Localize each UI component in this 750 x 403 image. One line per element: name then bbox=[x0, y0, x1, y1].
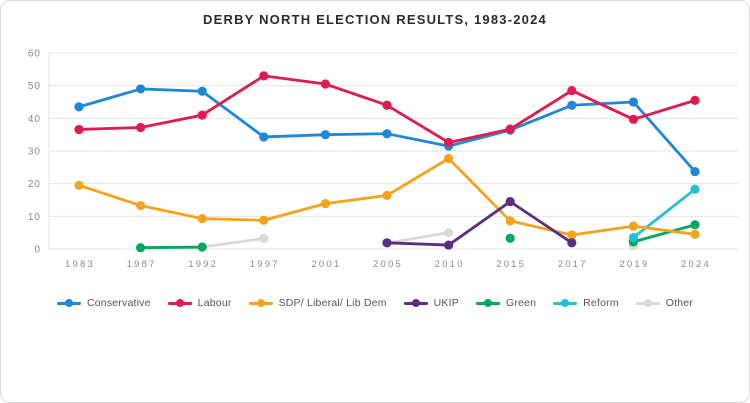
point-green-2024 bbox=[690, 220, 700, 230]
legend-marker-icon bbox=[56, 299, 81, 308]
point-conservative-2001 bbox=[320, 130, 330, 140]
point-green-1987 bbox=[136, 243, 146, 253]
point-green-2015 bbox=[505, 233, 515, 243]
point-sdp-liberal-lib-dem-2005 bbox=[382, 190, 392, 201]
point-sdp-liberal-lib-dem-2001 bbox=[320, 198, 330, 209]
point-conservative-1992 bbox=[197, 86, 207, 96]
point-labour-1992 bbox=[197, 110, 207, 120]
series-line-other bbox=[200, 237, 266, 249]
point-ukip-2017 bbox=[567, 238, 577, 248]
y-tick-label-10: 10 bbox=[28, 212, 41, 223]
y-tick-label-20: 20 bbox=[28, 179, 41, 190]
legend-marker-icon bbox=[167, 299, 192, 308]
legend: Conservative Labour SDP/ Liberal/ Lib Dem U… bbox=[1, 297, 749, 309]
chart-title: DERBY NORTH ELECTION RESULTS, 1983-2024 bbox=[203, 12, 547, 27]
point-sdp-liberal-lib-dem-1997 bbox=[259, 215, 269, 225]
legend-label: SDP/ Liberal/ Lib Dem bbox=[278, 297, 387, 309]
legend-marker-icon bbox=[553, 299, 578, 308]
series-conservative bbox=[74, 84, 700, 177]
y-tick-label-0: 0 bbox=[34, 245, 41, 256]
x-tick-label-2015: 2015 bbox=[496, 259, 526, 270]
point-conservative-1983 bbox=[74, 102, 84, 112]
y-tick-label-60: 60 bbox=[28, 49, 41, 60]
legend-item-ukip: UKIP bbox=[403, 297, 459, 309]
legend-label: Labour bbox=[197, 297, 232, 309]
point-labour-2015 bbox=[505, 124, 515, 134]
x-tick-label-2017: 2017 bbox=[558, 259, 588, 270]
series-line-green bbox=[632, 223, 697, 244]
legend-item-sdp-liberal-lib-dem: SDP/ Liberal/ Lib Dem bbox=[248, 297, 387, 309]
legend-item-labour: Labour bbox=[167, 297, 232, 309]
point-labour-1987 bbox=[136, 122, 146, 133]
series-line-green bbox=[139, 245, 204, 250]
point-sdp-liberal-lib-dem-2019 bbox=[628, 221, 639, 231]
point-labour-2001 bbox=[320, 79, 330, 89]
point-conservative-2024 bbox=[690, 166, 700, 177]
point-ukip-2015 bbox=[505, 197, 515, 207]
point-labour-1997 bbox=[259, 71, 269, 81]
x-tick-label-1983: 1983 bbox=[65, 259, 95, 270]
series-reform bbox=[628, 184, 700, 243]
point-sdp-liberal-lib-dem-2015 bbox=[505, 216, 515, 226]
legend-label: UKIP bbox=[433, 297, 459, 309]
x-tick-label-2001: 2001 bbox=[311, 259, 341, 270]
point-sdp-liberal-lib-dem-2024 bbox=[690, 229, 700, 239]
y-tick-label-40: 40 bbox=[28, 114, 41, 125]
x-tick-label-1987: 1987 bbox=[127, 259, 157, 270]
point-conservative-2017 bbox=[567, 100, 577, 110]
point-ukip-2005 bbox=[382, 238, 392, 248]
point-sdp-liberal-lib-dem-1983 bbox=[74, 180, 84, 190]
x-tick-label-1992: 1992 bbox=[188, 259, 218, 270]
point-ukip-2010 bbox=[444, 240, 454, 250]
legend-marker-icon bbox=[403, 299, 428, 308]
point-conservative-2005 bbox=[382, 129, 392, 139]
x-tick-label-2010: 2010 bbox=[435, 259, 465, 270]
y-tick-label-50: 50 bbox=[28, 81, 41, 92]
point-reform-2024 bbox=[690, 184, 700, 194]
series-line-ukip bbox=[385, 200, 574, 247]
x-tick-label-2024: 2024 bbox=[681, 259, 711, 270]
point-other-2010 bbox=[444, 228, 454, 238]
y-tick-label-30: 30 bbox=[28, 147, 41, 158]
point-green-1992 bbox=[197, 242, 207, 252]
point-labour-2024 bbox=[690, 95, 700, 105]
point-reform-2019 bbox=[628, 232, 639, 243]
point-sdp-liberal-lib-dem-2017 bbox=[567, 230, 577, 240]
legend-marker-icon bbox=[635, 299, 660, 308]
legend-label: Other bbox=[665, 297, 694, 309]
point-conservative-2019 bbox=[628, 97, 639, 107]
series-sdp-liberal-lib-dem bbox=[74, 153, 700, 240]
legend-item-green: Green bbox=[475, 297, 537, 309]
legend-item-other: Other bbox=[635, 297, 694, 309]
legend-marker-icon bbox=[475, 299, 500, 308]
series-line-other bbox=[385, 231, 451, 245]
point-sdp-liberal-lib-dem-1992 bbox=[197, 214, 207, 224]
series-green bbox=[136, 220, 700, 253]
legend-label: Reform bbox=[583, 297, 619, 309]
legend-marker-icon bbox=[248, 299, 273, 308]
series-line-reform bbox=[632, 187, 697, 239]
x-tick-label-2005: 2005 bbox=[373, 259, 403, 270]
point-labour-2019 bbox=[628, 114, 639, 124]
point-labour-2010 bbox=[444, 137, 454, 148]
x-tick-label-1997: 1997 bbox=[250, 259, 280, 270]
legend-label: Green bbox=[505, 297, 537, 309]
point-labour-2017 bbox=[567, 85, 577, 96]
point-conservative-1987 bbox=[136, 84, 146, 94]
point-conservative-1997 bbox=[259, 132, 269, 142]
legend-item-reform: Reform bbox=[553, 297, 619, 309]
point-sdp-liberal-lib-dem-2010 bbox=[444, 153, 454, 164]
series-labour bbox=[74, 71, 700, 148]
point-sdp-liberal-lib-dem-1987 bbox=[136, 200, 146, 211]
legend-label: Conservative bbox=[86, 297, 151, 309]
point-other-1997 bbox=[259, 233, 269, 244]
point-labour-2005 bbox=[382, 100, 392, 110]
point-labour-1983 bbox=[74, 124, 84, 135]
series-ukip bbox=[382, 197, 577, 250]
legend-item-conservative: Conservative bbox=[56, 297, 151, 309]
x-tick-label-2019: 2019 bbox=[619, 259, 649, 270]
